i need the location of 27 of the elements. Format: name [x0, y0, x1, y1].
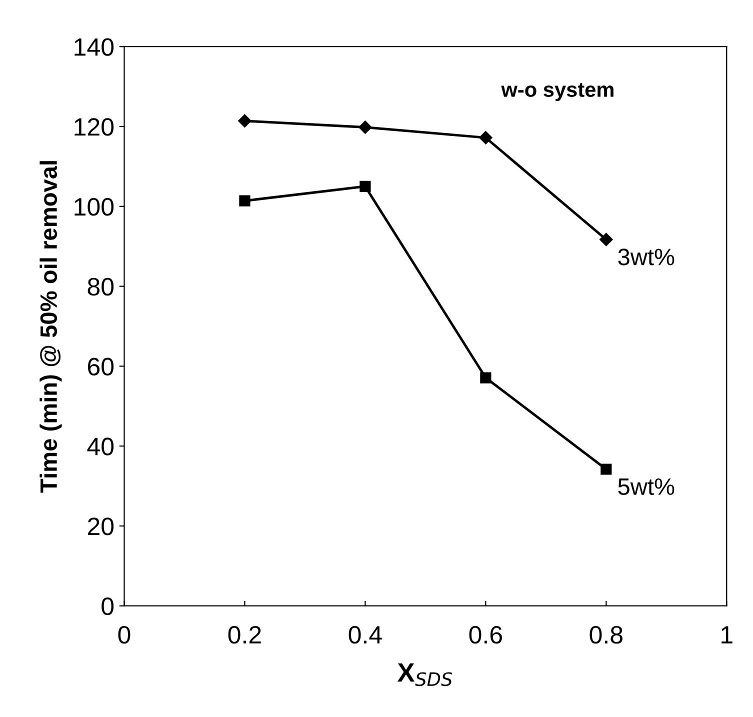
- x-tick-label: 1: [722, 626, 732, 644]
- series-label: 5wt%: [618, 478, 674, 496]
- y-axis-title: Time (min) @ 50% oil removal: [40, 161, 62, 493]
- point: [479, 131, 492, 144]
- point: [238, 114, 252, 128]
- y-tick-label: 0: [102, 597, 114, 616]
- y-tick-label: 20: [88, 518, 114, 536]
- series-label: 3wt%: [618, 248, 674, 266]
- y-tick-label: 80: [88, 278, 114, 296]
- point: [239, 195, 250, 206]
- point: [360, 180, 371, 192]
- point: [480, 372, 492, 384]
- x-tick-label: 0.8: [590, 626, 622, 644]
- point: [600, 464, 612, 475]
- x-tick-label: 0.4: [348, 626, 382, 644]
- annotation: w-o system: [501, 83, 614, 102]
- y-tick-label: 100: [74, 198, 114, 216]
- y-tick-label: 40: [87, 438, 114, 456]
- x-tick-label: 0.6: [469, 626, 502, 644]
- y-tick-label: 120: [74, 118, 114, 136]
- point: [600, 232, 613, 246]
- x-axis-title: X$_{SDS}$: [397, 663, 452, 686]
- y-tick-label: 60: [88, 358, 114, 376]
- point: [358, 120, 372, 134]
- x-tick-label: 0: [118, 626, 130, 644]
- x-tick-label: 0.2: [228, 626, 261, 644]
- y-tick-label: 140: [74, 38, 114, 56]
